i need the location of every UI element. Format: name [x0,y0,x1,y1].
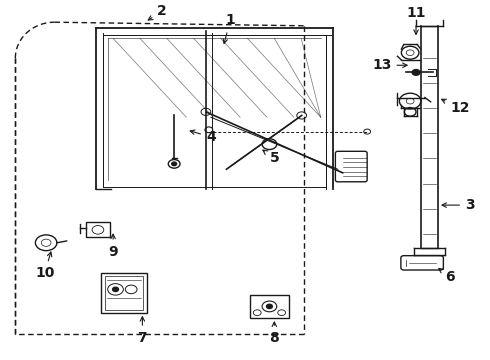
Text: 12: 12 [441,99,470,115]
Text: 10: 10 [35,252,54,280]
Text: 13: 13 [372,58,407,72]
Bar [86,222,110,237]
Bar [250,295,289,318]
Bar [105,276,144,310]
Circle shape [172,162,176,166]
Text: 2: 2 [148,4,167,20]
Text: 5: 5 [263,150,279,166]
Text: 9: 9 [108,234,118,259]
Circle shape [412,69,420,75]
Text: 11: 11 [406,6,426,34]
Text: 3: 3 [442,198,475,212]
Text: 7: 7 [138,317,147,345]
Bar [101,273,147,313]
Circle shape [267,304,272,309]
Text: 8: 8 [270,322,279,345]
Text: 4: 4 [190,130,216,144]
Text: 1: 1 [223,13,235,44]
Text: 6: 6 [439,269,455,284]
Circle shape [113,287,119,292]
